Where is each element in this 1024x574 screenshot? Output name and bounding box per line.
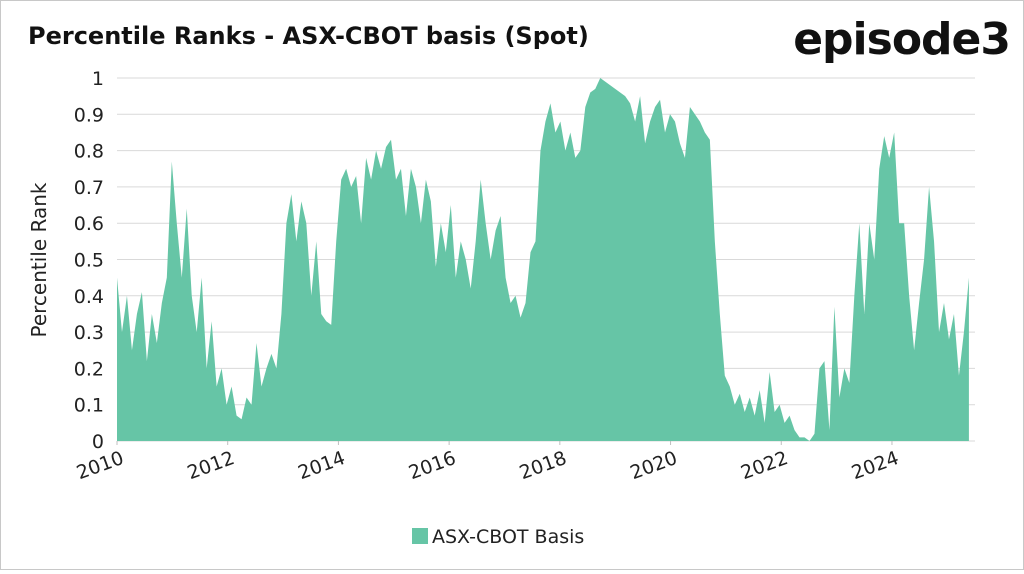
y-tick-label: 0.5 (74, 250, 104, 272)
y-axis-label: Percentile Rank (27, 182, 51, 337)
area (117, 78, 969, 441)
y-tick-label: 0.8 (74, 141, 104, 163)
legend-swatch (412, 528, 428, 544)
y-tick-label: 0.4 (74, 286, 104, 308)
y-tick-label: 0.9 (74, 104, 104, 126)
y-tick-label: 0 (92, 431, 104, 453)
y-tick-label: 0.6 (74, 213, 104, 235)
chart-title: Percentile Ranks - ASX-CBOT basis (Spot) (28, 22, 589, 50)
legend: ASX-CBOT Basis (412, 526, 584, 548)
y-tick-label: 0.7 (74, 177, 104, 199)
plot-area (117, 78, 969, 441)
logo: episode3 (793, 14, 1010, 65)
y-tick-label: 0.3 (74, 322, 104, 344)
y-tick-label: 0.2 (74, 358, 104, 380)
legend-label: ASX-CBOT Basis (432, 526, 584, 548)
y-tick-label: 0.1 (74, 395, 104, 417)
y-tick-label: 1 (92, 68, 104, 90)
